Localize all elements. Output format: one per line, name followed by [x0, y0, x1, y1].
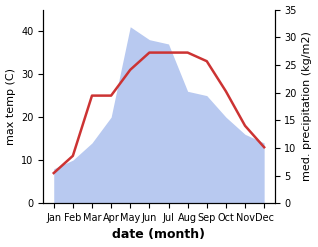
X-axis label: date (month): date (month): [113, 228, 205, 242]
Y-axis label: max temp (C): max temp (C): [5, 68, 16, 145]
Y-axis label: med. precipitation (kg/m2): med. precipitation (kg/m2): [302, 31, 313, 181]
